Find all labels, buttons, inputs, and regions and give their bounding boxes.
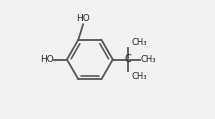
Text: C: C	[125, 55, 131, 64]
Text: CH₃: CH₃	[131, 72, 146, 81]
Text: CH₃: CH₃	[140, 55, 156, 64]
Text: HO: HO	[76, 14, 90, 23]
Text: HO: HO	[40, 55, 53, 64]
Text: CH₃: CH₃	[131, 38, 146, 47]
